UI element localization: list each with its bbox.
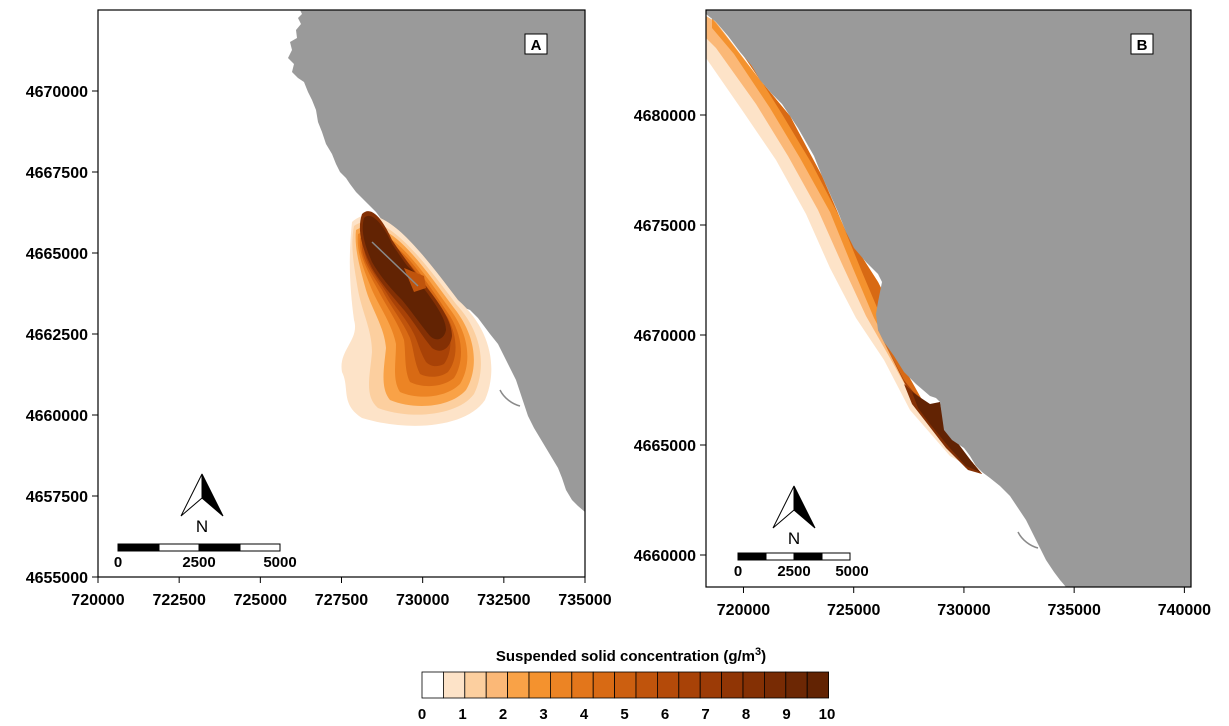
x-tick-label: 722500	[152, 592, 205, 609]
map-frame-b	[705, 9, 1192, 588]
legend-swatch	[571, 671, 594, 699]
y-tick-label: 4680000	[634, 108, 696, 125]
concentration-plume-a	[341, 211, 492, 426]
legend-swatch	[592, 671, 616, 699]
scale-label-a-0: 0	[114, 554, 122, 571]
y-tick-label: 4665000	[634, 438, 696, 455]
legend-tick-label: 1	[458, 706, 466, 723]
legend-swatch	[442, 671, 466, 699]
legend-swatch	[485, 671, 509, 699]
x-tick-label: 730000	[396, 592, 449, 609]
x-tick-label: 740000	[1158, 602, 1211, 619]
legend-swatch	[699, 671, 723, 699]
y-tick-label: 4662500	[26, 327, 88, 344]
legend-tick-label: 6	[661, 706, 669, 723]
map-panel-b: 4660000 4665000 4670000 4675000 4680000 7200…	[634, 9, 1211, 619]
legend-swatches	[421, 671, 830, 699]
legend-swatch	[507, 671, 530, 699]
coastal-inlet-b	[1017, 531, 1039, 549]
plume-level	[712, 18, 982, 474]
y-tick-label: 4657500	[26, 489, 88, 506]
north-arrow-a: N	[180, 473, 224, 536]
x-tick-label: 730000	[937, 602, 990, 619]
legend-tick-label: 7	[701, 706, 709, 723]
land-area-b	[706, 10, 1191, 587]
legend-tick-label: 0	[418, 706, 426, 723]
plume-level	[730, 36, 982, 474]
legend-swatch	[742, 671, 765, 699]
legend-swatch	[785, 671, 808, 699]
legend-swatch	[528, 671, 551, 699]
north-label-b: N	[788, 529, 800, 548]
panel-label-box-b	[1130, 33, 1154, 55]
scale-bar-a: 0 2500 5000	[114, 543, 297, 571]
legend-swatch	[464, 671, 487, 699]
y-tick-label: 4660000	[26, 408, 88, 425]
legend-tick-label: 5	[620, 706, 628, 723]
legend-swatch	[721, 671, 744, 699]
scale-bar-b: 0 2500 5000	[734, 552, 869, 580]
coastal-inlet-a	[499, 389, 521, 407]
legend-ticks: 0 1 2 3 4 5 6 7 8 9 10	[418, 706, 836, 723]
harbour-jetty-a	[371, 241, 419, 287]
map-panel-a: 4655000 4657500 4660000 4662500 4665000 46675…	[26, 9, 612, 609]
y-tick-label: 4655000	[26, 570, 88, 587]
y-tick-label: 4675000	[634, 218, 696, 235]
legend-tick-label: 2	[499, 706, 507, 723]
legend-title-superscript: 3	[755, 646, 761, 658]
legend-swatch	[657, 671, 680, 699]
y-axis-b: 4660000 4665000 4670000 4675000 4680000	[634, 108, 706, 565]
y-tick-label: 4665000	[26, 246, 88, 263]
panel-label-b: B	[1137, 37, 1148, 54]
panel-label-box-a	[524, 33, 548, 55]
plume-level	[404, 268, 426, 292]
legend-tick-label: 9	[782, 706, 790, 723]
panel-label-a: A	[531, 37, 542, 54]
legend-swatch	[550, 671, 573, 699]
north-label-a: N	[196, 517, 208, 536]
scale-label-a-2: 5000	[263, 554, 296, 571]
legend-swatch	[614, 671, 637, 699]
x-tick-label: 725000	[827, 602, 880, 619]
x-axis-a: 720000 722500 725000 727500 730000 732500 7350…	[71, 577, 612, 609]
scale-label-b-1: 2500	[777, 563, 810, 580]
scale-label-b-2: 5000	[835, 563, 868, 580]
y-tick-label: 4667500	[26, 165, 88, 182]
y-tick-label: 4660000	[634, 548, 696, 565]
x-tick-label: 720000	[71, 592, 124, 609]
legend-title: Suspended solid concentration (g/m3)	[496, 646, 766, 665]
x-tick-label: 735000	[558, 592, 611, 609]
scale-label-a-1: 2500	[182, 554, 215, 571]
legend-swatch	[764, 671, 787, 699]
legend-tick-label: 8	[742, 706, 750, 723]
concentration-plume-b	[706, 16, 982, 474]
x-axis-b: 720000 725000 730000 735000 740000	[717, 587, 1211, 619]
legend-title-main: Suspended solid concentration (g/m	[496, 648, 755, 665]
x-tick-label: 720000	[717, 602, 770, 619]
legend-tick-label: 4	[580, 706, 589, 723]
y-tick-label: 4670000	[634, 328, 696, 345]
legend-title-end: )	[761, 648, 766, 665]
x-tick-label: 727500	[315, 592, 368, 609]
legend-swatch	[806, 671, 830, 699]
legend-tick-label: 10	[819, 706, 836, 723]
land-area-a	[288, 10, 585, 512]
legend-swatch	[678, 671, 701, 699]
legend-swatch	[421, 671, 444, 699]
y-tick-label: 4670000	[26, 84, 88, 101]
legend-swatch	[635, 671, 658, 699]
x-tick-label: 725000	[234, 592, 287, 609]
x-tick-label: 735000	[1047, 602, 1100, 619]
scale-label-b-0: 0	[734, 563, 742, 580]
legend-tick-label: 3	[539, 706, 547, 723]
y-axis-a: 4655000 4657500 4660000 4662500 4665000 46675…	[26, 84, 98, 587]
north-arrow-b: N	[772, 485, 816, 548]
x-tick-label: 732500	[477, 592, 530, 609]
